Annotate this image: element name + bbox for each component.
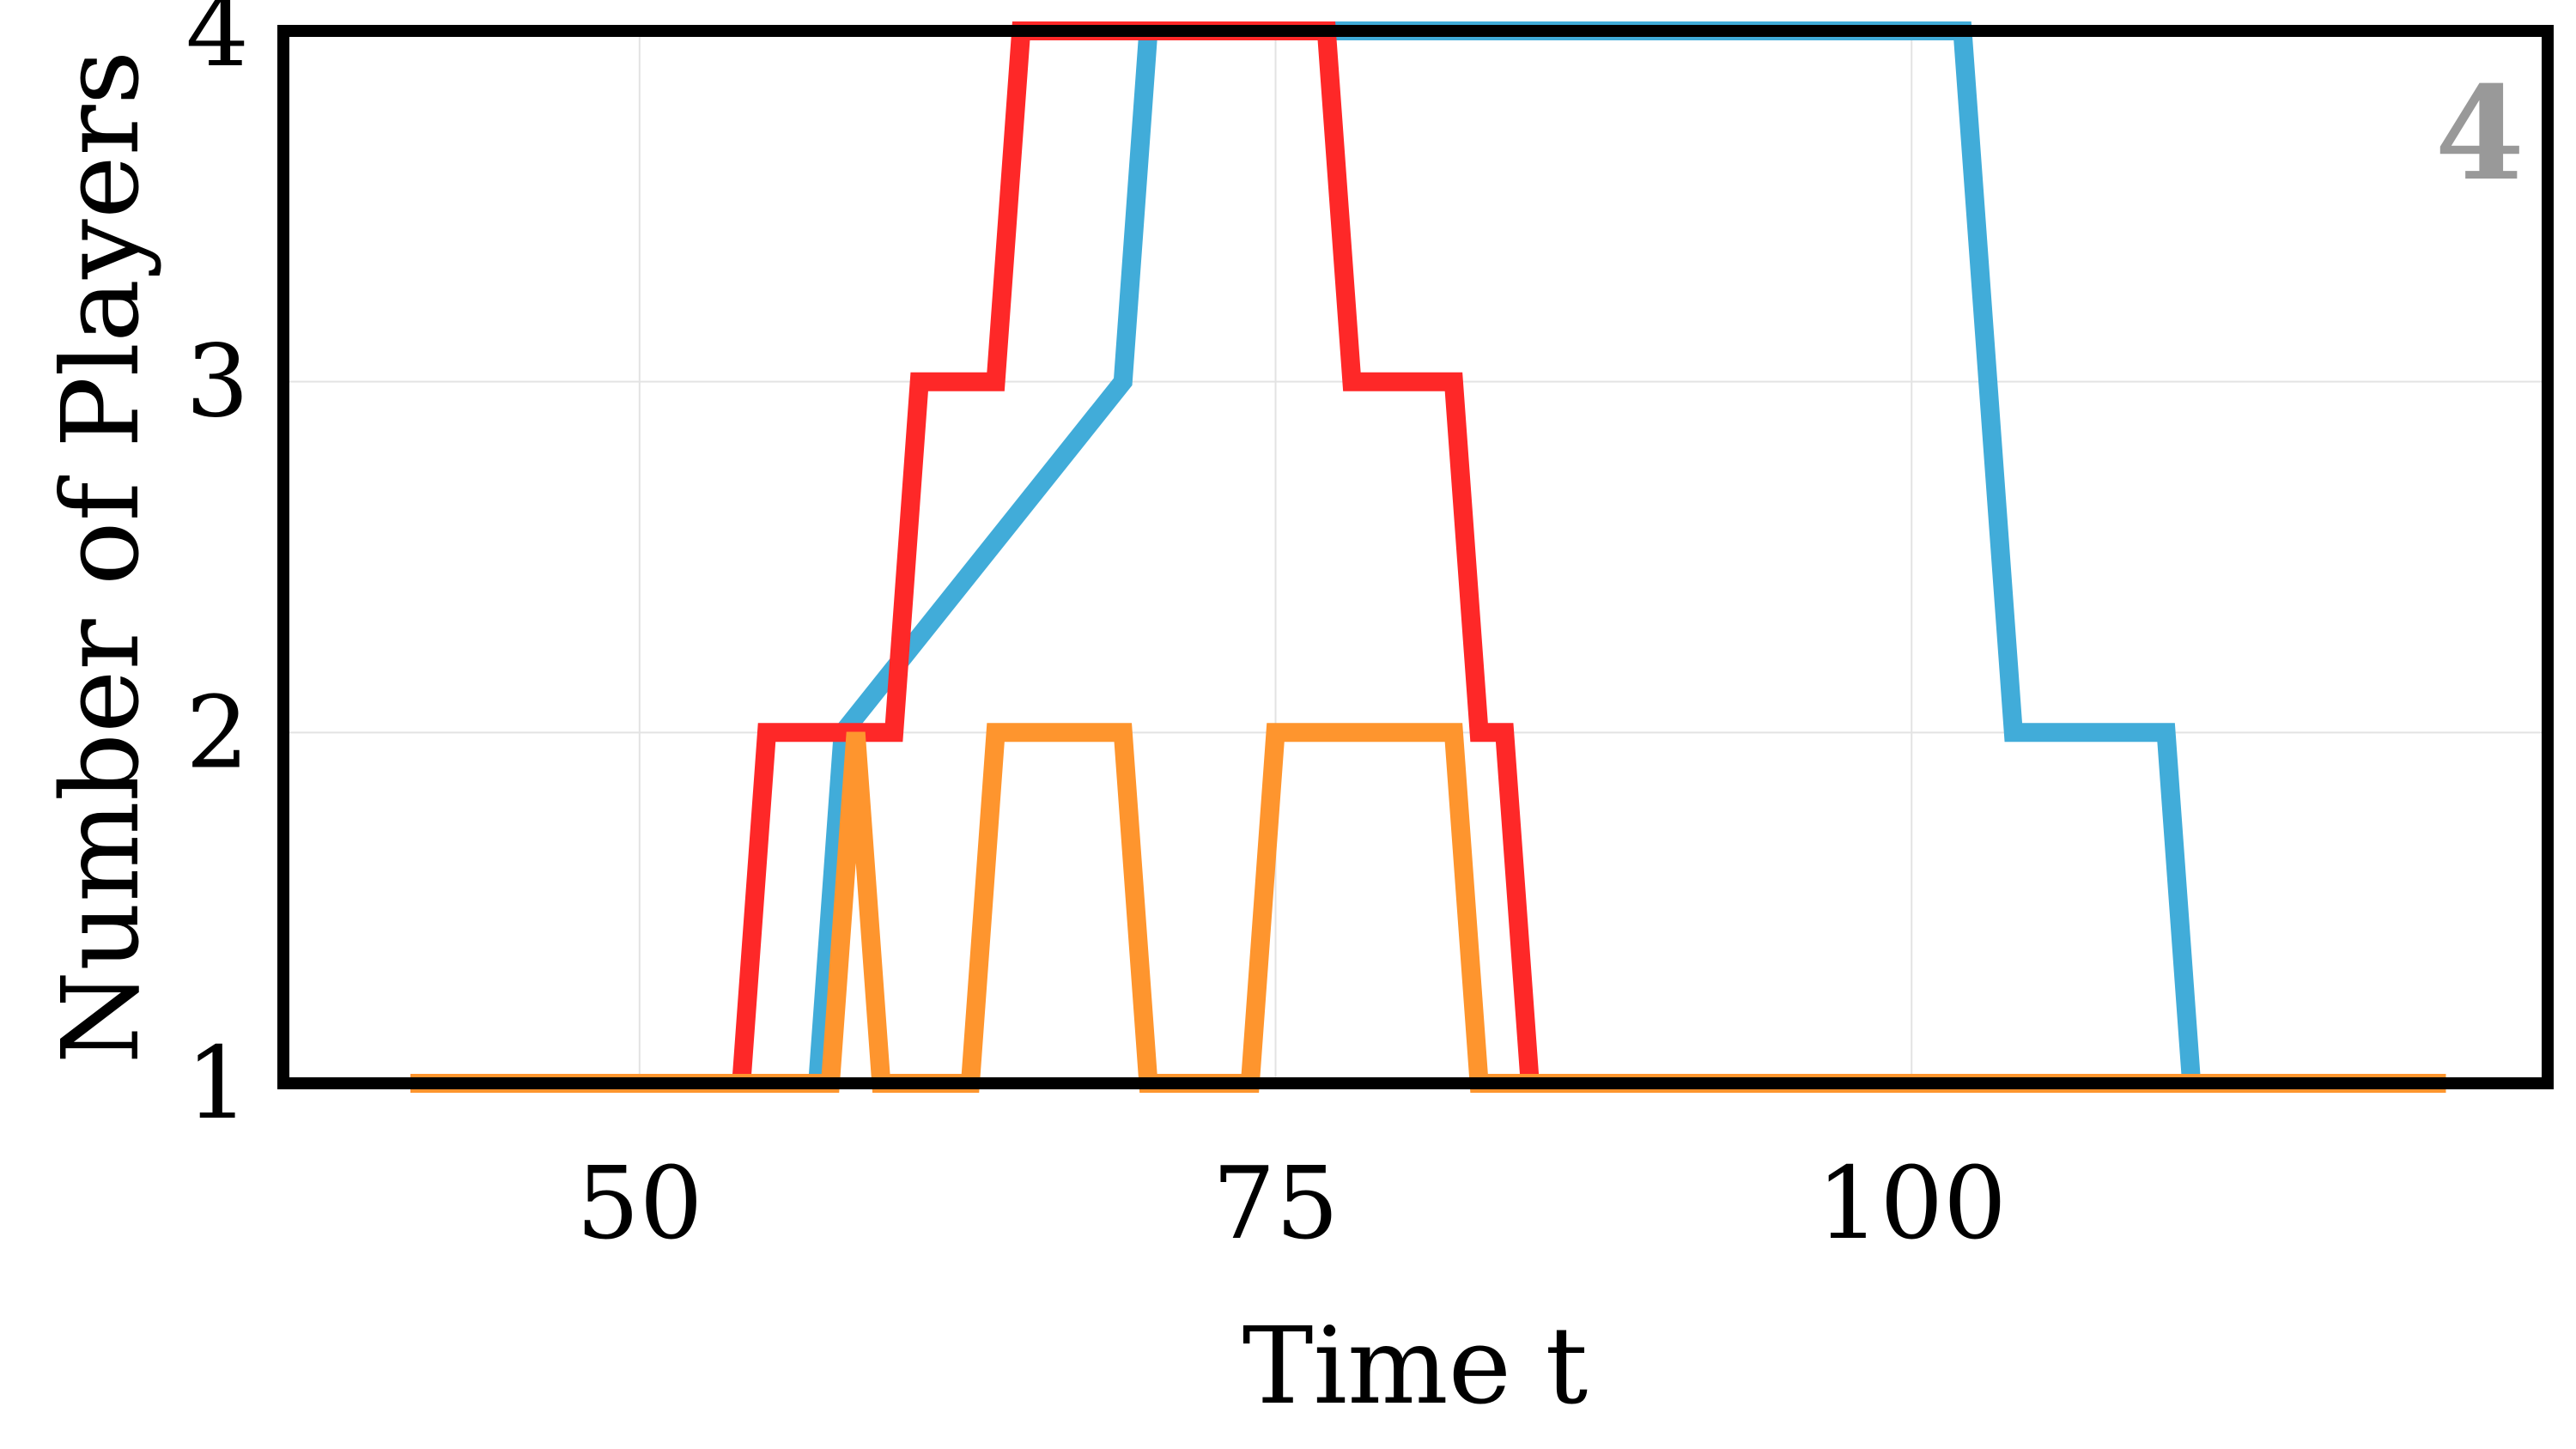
x-axis-label: Time t	[1242, 1305, 1589, 1428]
y-tick-label: 3	[185, 324, 249, 440]
series-line-3	[410, 723, 2446, 1093]
panel-number-label: 4	[2435, 58, 2524, 209]
plot-frame	[277, 25, 2554, 1089]
y-tick-labels: 1 2 3 4	[185, 0, 249, 1142]
x-tick-labels: 50 75 100	[576, 1146, 2007, 1262]
y-tick-label: 4	[185, 0, 249, 89]
grid	[283, 30, 2548, 1084]
x-tick-label: 100	[1817, 1146, 2007, 1262]
y-tick-label: 2	[185, 675, 249, 791]
series-line-2	[410, 21, 2446, 1093]
series-line-1	[410, 21, 2446, 1093]
y-axis-label: Number of Players	[39, 51, 163, 1064]
series-group	[410, 21, 2446, 1093]
y-tick-label: 1	[185, 1026, 249, 1142]
x-tick-label: 75	[1212, 1146, 1340, 1262]
x-tick-label: 50	[576, 1146, 703, 1262]
